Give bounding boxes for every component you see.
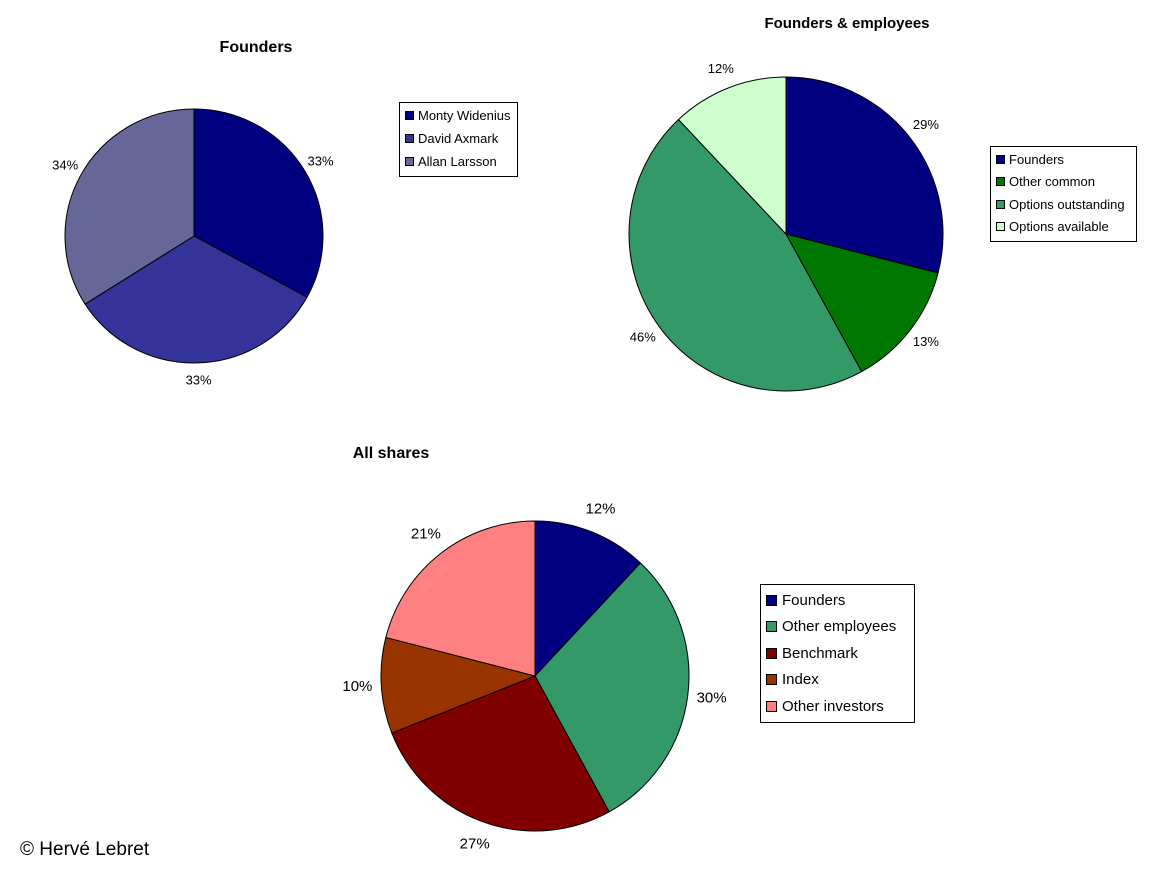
pie-slice-founders-monty-widenius (193, 108, 324, 298)
pie-slice-founders-employees-founders (785, 76, 944, 274)
legend-label: Other common (1009, 174, 1095, 190)
legend-item: Founders (766, 587, 914, 614)
pie-slice-founders-employees-options-available (677, 76, 787, 236)
pie-slice-all-shares-benchmark (391, 675, 610, 832)
legend-swatch (996, 177, 1005, 187)
pie-label-all-shares-2: 27% (460, 835, 490, 852)
pie-slice-all-shares-founders (534, 520, 642, 678)
legend-label: Monty Widenius (418, 108, 511, 123)
legend-label: Options available (1009, 219, 1109, 235)
pie-label-founders-employees-1: 13% (913, 334, 939, 349)
pie-label-founders-employees-3: 12% (708, 61, 734, 76)
pie-label-all-shares-3: 10% (342, 678, 372, 695)
pie-slice-founders-allan-larsson (64, 108, 195, 305)
copyright-text: © Hervé Lebret (20, 839, 150, 860)
chart-title-founders-employees: Founders & employees (764, 15, 929, 32)
legend-swatch (766, 674, 777, 686)
pie-slice-all-shares-other-employees (534, 562, 690, 813)
legend-item: Options outstanding (996, 193, 1136, 216)
legend-swatch (766, 621, 777, 633)
pie-label-founders-employees-2: 46% (630, 329, 656, 344)
legend-swatch (766, 700, 777, 712)
legend-founders-employees: Founders Other common Options outstanding O… (990, 146, 1137, 242)
legend-item: David Axmark (405, 127, 517, 150)
legend-swatch (766, 647, 777, 659)
legend-item: Founders (996, 148, 1136, 171)
pie-label-founders-2: 34% (52, 158, 78, 173)
pie-label-founders-1: 33% (186, 372, 212, 387)
pie-slice-all-shares-other-investors (385, 520, 536, 677)
legend-swatch (996, 222, 1005, 232)
legend-label: Other investors (782, 697, 884, 715)
legend-swatch (996, 154, 1005, 164)
legend-all-shares: Founders Other employees Benchmark Index Oth… (760, 584, 915, 723)
legend-swatch (405, 134, 414, 143)
pie-label-all-shares-1: 30% (697, 689, 727, 706)
legend-label: Founders (1009, 151, 1064, 167)
legend-swatch (766, 594, 777, 606)
pie-label-founders-0: 33% (307, 154, 333, 169)
pie-slice-all-shares-index (380, 636, 537, 734)
pie-label-all-shares-4: 21% (411, 526, 441, 543)
legend-item: Options available (996, 216, 1136, 239)
pie-label-founders-employees-0: 29% (913, 117, 939, 132)
legend-item: Other investors (766, 693, 914, 720)
legend-item: Other common (996, 171, 1136, 194)
legend-item: Other employees (766, 614, 914, 641)
legend-item: Monty Widenius (405, 104, 517, 127)
legend-item: Index (766, 667, 914, 694)
legend-label: Index (782, 671, 819, 689)
legend-label: Options outstanding (1009, 196, 1125, 212)
legend-label: David Axmark (418, 131, 499, 146)
pie-label-all-shares-0: 12% (585, 501, 615, 518)
pie-slice-founders-david-axmark (84, 235, 308, 364)
legend-label: Founders (782, 591, 846, 609)
legend-swatch (405, 111, 414, 120)
pie-slice-founders-employees-other-common (785, 233, 939, 373)
legend-founders: Monty Widenius David Axmark Allan Larsson (399, 102, 518, 177)
chart-title-founders: Founders (220, 39, 293, 56)
legend-label: Allan Larsson (418, 154, 497, 169)
pie-slice-founders-employees-options-outstanding (628, 118, 863, 392)
legend-swatch (996, 199, 1005, 209)
legend-label: Benchmark (782, 644, 858, 662)
chart-title-all-shares: All shares (353, 445, 430, 462)
legend-item: Allan Larsson (405, 150, 517, 173)
legend-swatch (405, 157, 414, 166)
legend-label: Other employees (782, 618, 897, 636)
legend-item: Benchmark (766, 640, 914, 667)
